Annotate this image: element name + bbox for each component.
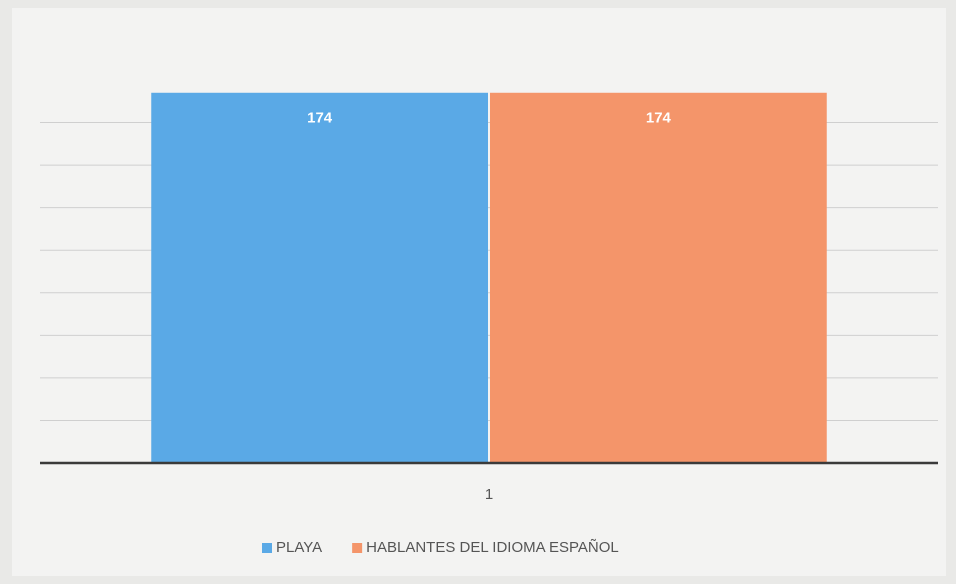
legend-label: PLAYA (276, 539, 322, 556)
legend-label: HABLANTES DEL IDIOMA ESPAÑOL (366, 539, 619, 556)
legend-swatch (262, 543, 272, 553)
data-label: 174 (307, 110, 333, 127)
bar (151, 92, 488, 464)
x-tick-label: 1 (485, 486, 493, 503)
legend-swatch (352, 543, 363, 553)
data-label: 174 (646, 110, 672, 127)
bar (490, 92, 827, 464)
